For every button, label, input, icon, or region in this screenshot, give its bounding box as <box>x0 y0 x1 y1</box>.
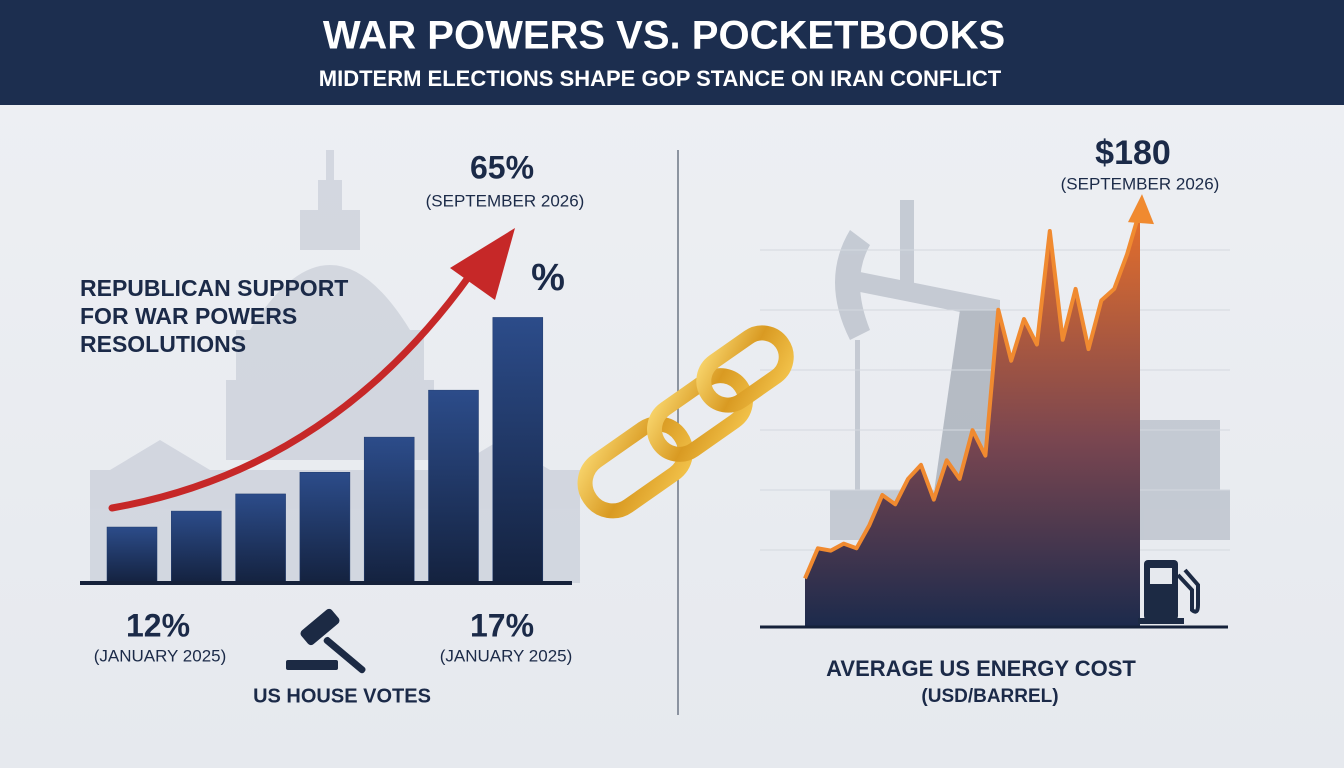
capitol-illustration-part <box>250 265 410 330</box>
gavel-icon-part <box>286 660 338 670</box>
gas-pump-icon-part <box>1176 568 1200 614</box>
capitol-illustration-part <box>300 210 360 250</box>
bar <box>106 526 158 584</box>
chain-icon-part <box>696 325 794 413</box>
line-arrow-head <box>1128 194 1154 225</box>
chain-icon-part <box>577 416 694 519</box>
annotation-value: 65% <box>470 149 534 185</box>
annotation-note: (JANUARY 2025) <box>440 646 573 665</box>
title: WAR POWERS VS. POCKETBOOKS <box>323 14 1005 58</box>
chart-title: AVERAGE US ENERGY COST <box>826 656 1136 681</box>
x-axis-label: US HOUSE VOTES <box>253 685 431 707</box>
chart-subtitle: (USD/BARREL) <box>921 686 1058 707</box>
annotation-value: 12% <box>126 607 190 643</box>
area <box>805 210 1140 627</box>
unit-label: % <box>531 257 565 299</box>
chart-title-line: RESOLUTIONS <box>80 331 246 357</box>
chart-title-line: FOR WAR POWERS <box>80 303 297 329</box>
chain-icon-part <box>647 368 753 462</box>
chain-icon <box>577 325 794 519</box>
gavel-icon <box>286 608 366 674</box>
line <box>803 209 1142 580</box>
subtitle: MIDTERM ELECTIONS SHAPE GOP STANCE ON IR… <box>319 66 1002 91</box>
gavel-icon-part <box>300 608 340 646</box>
bar <box>299 472 351 584</box>
gas-pump-icon <box>1138 560 1200 624</box>
gas-pump-icon-part <box>1138 618 1184 624</box>
annotation-value: $180 <box>1095 134 1171 172</box>
capitol-illustration-part <box>318 180 342 210</box>
gas-pump-icon-part <box>1150 568 1172 584</box>
header-band <box>0 0 1344 105</box>
bar <box>363 436 415 584</box>
area-chart <box>803 194 1154 627</box>
annotation-note: (JANUARY 2025) <box>94 646 227 665</box>
capitol-illustration-part <box>326 150 334 180</box>
bar <box>428 389 479 584</box>
gavel-icon-part <box>323 636 366 674</box>
pumpjack-illustration-part <box>850 270 1000 320</box>
capitol-illustration-part <box>110 440 210 470</box>
annotation-value: 17% <box>470 607 534 643</box>
bar <box>235 493 286 584</box>
trend-arrow-head <box>450 228 515 300</box>
annotation-note: (SEPTEMBER 2026) <box>426 191 585 210</box>
trend-arrow <box>108 271 474 512</box>
pumpjack-illustration-part <box>835 230 870 340</box>
capitol-illustration-part <box>236 330 424 380</box>
pumpjack-illustration-part <box>1130 420 1220 500</box>
pumpjack-illustration-part <box>855 340 860 490</box>
bar <box>171 510 222 584</box>
bar <box>492 317 544 584</box>
chart-title-line: REPUBLICAN SUPPORT <box>80 275 348 301</box>
annotation-note: (SEPTEMBER 2026) <box>1061 174 1220 193</box>
